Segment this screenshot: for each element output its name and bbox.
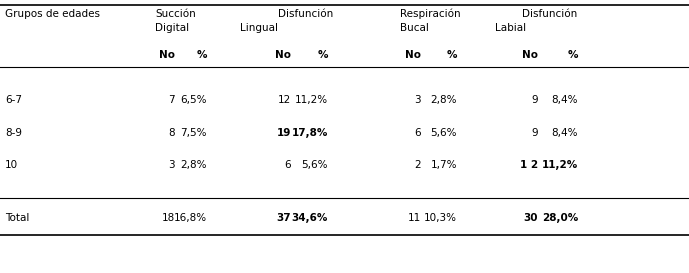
Text: Lingual: Lingual: [240, 23, 278, 33]
Text: 1,7%: 1,7%: [431, 160, 457, 170]
Text: 2,8%: 2,8%: [181, 160, 207, 170]
Text: Respiración: Respiración: [400, 9, 461, 19]
Text: 5,6%: 5,6%: [431, 128, 457, 138]
Text: 2,8%: 2,8%: [431, 95, 457, 105]
Text: 11,2%: 11,2%: [542, 160, 578, 170]
Text: No: No: [275, 50, 291, 60]
Text: Bucal: Bucal: [400, 23, 429, 33]
Text: 8-9: 8-9: [5, 128, 22, 138]
Text: %: %: [196, 50, 207, 60]
Text: 8,4%: 8,4%: [551, 95, 578, 105]
Text: 19: 19: [276, 128, 291, 138]
Text: 37: 37: [276, 213, 291, 223]
Text: Labial: Labial: [495, 23, 526, 33]
Text: 18: 18: [162, 213, 175, 223]
Text: %: %: [446, 50, 457, 60]
Text: 11,2%: 11,2%: [295, 95, 328, 105]
Text: 17,8%: 17,8%: [291, 128, 328, 138]
Text: No: No: [159, 50, 175, 60]
Text: Grupos de edades: Grupos de edades: [5, 9, 100, 19]
Text: 2: 2: [414, 160, 421, 170]
Text: 5,6%: 5,6%: [302, 160, 328, 170]
Text: Disfunción: Disfunción: [522, 9, 577, 19]
Text: 7,5%: 7,5%: [181, 128, 207, 138]
Text: 9: 9: [531, 128, 538, 138]
Text: Disfunción: Disfunción: [278, 9, 333, 19]
Text: 6,5%: 6,5%: [181, 95, 207, 105]
Text: 34,6%: 34,6%: [291, 213, 328, 223]
Text: 30: 30: [524, 213, 538, 223]
Text: 28,0%: 28,0%: [542, 213, 578, 223]
Text: %: %: [318, 50, 328, 60]
Text: 7: 7: [168, 95, 175, 105]
Text: %: %: [568, 50, 578, 60]
Text: 6: 6: [414, 128, 421, 138]
Text: 3: 3: [414, 95, 421, 105]
Text: 8,4%: 8,4%: [551, 128, 578, 138]
Text: 3: 3: [168, 160, 175, 170]
Text: Total: Total: [5, 213, 30, 223]
Text: 12: 12: [278, 95, 291, 105]
Text: 16,8%: 16,8%: [174, 213, 207, 223]
Text: 10: 10: [5, 160, 18, 170]
Text: 8: 8: [168, 128, 175, 138]
Text: No: No: [522, 50, 538, 60]
Text: Succión: Succión: [155, 9, 196, 19]
Text: 6: 6: [285, 160, 291, 170]
Text: 1 2: 1 2: [520, 160, 538, 170]
Text: 6-7: 6-7: [5, 95, 22, 105]
Text: 9: 9: [531, 95, 538, 105]
Text: 11: 11: [408, 213, 421, 223]
Text: No: No: [405, 50, 421, 60]
Text: Digital: Digital: [155, 23, 189, 33]
Text: 10,3%: 10,3%: [424, 213, 457, 223]
